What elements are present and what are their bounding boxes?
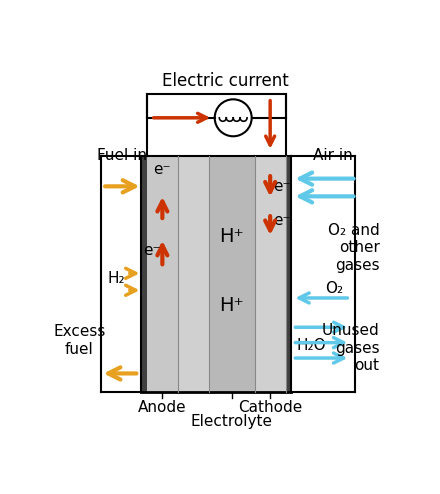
Text: H₂O: H₂O [297,338,326,353]
Text: e⁻: e⁻ [143,243,161,258]
Text: Excess
fuel: Excess fuel [53,324,106,357]
Text: Unused
gases
out: Unused gases out [322,323,379,373]
Text: O₂: O₂ [326,281,344,296]
Text: Electric current: Electric current [162,72,289,90]
Text: Air in: Air in [313,148,353,163]
Bar [209,156,255,392]
Text: H⁺: H⁺ [219,227,244,246]
Bar [286,156,291,392]
Text: O₂ and
other
gases: O₂ and other gases [328,223,379,273]
Text: Fuel in: Fuel in [96,148,147,163]
Text: e⁻: e⁻ [273,213,291,229]
Text: e⁻: e⁻ [273,179,291,194]
Text: H₂: H₂ [108,271,125,286]
Bar [141,156,147,392]
Text: e⁻: e⁻ [153,162,171,177]
Bar [255,156,286,392]
Text: Anode: Anode [138,400,187,415]
Text: Cathode: Cathode [238,400,302,415]
Text: H⁺: H⁺ [219,296,244,315]
Bar [178,156,209,392]
Bar [147,94,286,156]
Text: Electrolyte: Electrolyte [191,413,273,429]
Bar [147,156,178,392]
